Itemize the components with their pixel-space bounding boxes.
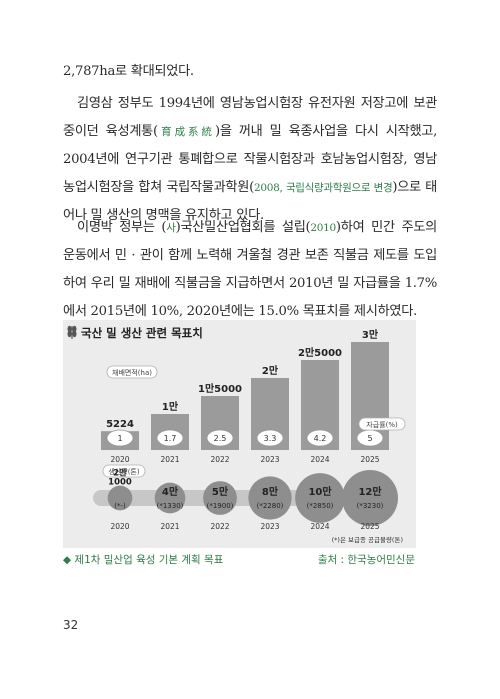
para3-text-c: )하여 민간 주도의 운동에서 민 · 관이 함께 노력해 겨울철 경관 보존 … [63, 220, 437, 319]
production-bubble-2020 [107, 485, 133, 511]
ratio-value-2020: 1 [117, 434, 122, 443]
production-bubble-2023 [248, 476, 292, 520]
production-value-2022: 5만 [212, 485, 229, 498]
x-tick-bottom-2025: 2025 [360, 522, 379, 531]
x-tick-2025: 2025 [360, 455, 379, 464]
text-line1: 2,787ha로 확대되었다. [63, 64, 194, 79]
ratio-value-2024: 4.2 [314, 434, 327, 443]
figure-source: 출처 : 한국농어민신문 [317, 554, 415, 566]
para2-highlight-1: 育成系統 [157, 126, 215, 138]
supply-value-2020: (*-) [114, 502, 126, 510]
para3-text-b: )국산밀산업협회를 설립( [175, 220, 311, 235]
production-value-2025: 12만 [358, 485, 382, 498]
para3-highlight-1: 사 [166, 222, 176, 234]
ratio-bubble-2023 [256, 429, 284, 447]
bar-label-2025: 3만 [362, 328, 379, 341]
production-bubble-2025 [342, 470, 398, 526]
wheat-target-chart: 국산 밀 생산 관련 목표치 재배면적(ha) 5224 1 2020 1만 1.7 202… [67, 325, 406, 544]
x-tick-bottom-2024: 2024 [310, 522, 329, 531]
bar-label-2021: 1만 [162, 400, 179, 413]
x-tick-2023: 2023 [260, 455, 279, 464]
paragraph-2: 김영삼 정부도 1994년에 영남농업시험장 유전자원 저장고에 보관 중이던 … [63, 90, 437, 230]
paragraph-3: 이명박 정부는 (사)국산밀산업협회를 설립(2010)하여 민간 주도의 운동… [63, 214, 437, 326]
production-label-pill [102, 464, 146, 478]
ratio-value-2025: 5 [367, 434, 372, 443]
x-tick-bottom-2021: 2021 [160, 522, 179, 531]
ratio-value-2021: 1.7 [164, 434, 177, 443]
ratio-value-2022: 2.5 [214, 434, 227, 443]
production-bubble-2022 [203, 481, 237, 515]
supply-value-2024: (*2850) [307, 502, 334, 510]
page-number: 32 [63, 618, 79, 632]
para3-highlight-2: 2010 [310, 222, 336, 234]
production-value-2024: 10만 [308, 485, 332, 498]
production-value-2021: 4만 [162, 485, 179, 498]
ratio-bubble-2024 [306, 429, 334, 447]
production-label: 생산량(톤) [108, 467, 139, 476]
x-tick-2021: 2021 [160, 455, 179, 464]
ratio-bubble-2020 [106, 429, 134, 447]
paragraph-line1: 2,787ha로 확대되었다. [63, 58, 437, 86]
ratio-legend-label: 자급률(%) [366, 420, 398, 429]
bar-label-2023: 2만 [262, 364, 279, 377]
para2-text-b: )을 꺼내 밀 육종사업을 다시 시작했고, 2004년에 연구기관 통폐합으로… [63, 124, 437, 195]
para2-text-a: 김영삼 정부도 1994년에 영남농업시험장 유전자원 저장고에 보관 중이던 … [63, 96, 437, 139]
bar-label-2022: 1만5000 [198, 382, 242, 395]
figure-title: 국산 밀 생산 관련 목표치 [81, 326, 203, 340]
y-axis-label: 재배면적(ha) [112, 368, 152, 377]
figure-caption: ◆ 제1차 밀산업 육성 기본 계획 목표 [63, 554, 224, 566]
x-tick-bottom-2022: 2022 [210, 522, 229, 531]
wheat-target-figure: 국산 밀 생산 관련 목표치 재배면적(ha) 5224 1 2020 1만 1.7 202… [63, 320, 416, 548]
ratio-value-2023: 3.3 [264, 434, 277, 443]
para2-highlight-2: 2008, 국립식량과학원으로 변경 [253, 182, 393, 194]
x-tick-2022: 2022 [210, 455, 229, 464]
supply-value-2022: (*1900) [207, 502, 234, 510]
ratio-legend-pill [358, 417, 406, 431]
bar-label-2020: 5224 [106, 419, 134, 430]
area-label-pill [106, 365, 158, 379]
supply-value-2021: (*1330) [157, 502, 184, 510]
x-tick-bottom-2023: 2023 [260, 522, 279, 531]
production-bubble-2024 [295, 473, 345, 523]
supply-note: (*)은 보급종 공급물량(톤) [332, 536, 403, 544]
production-value-2020-1: 1000 [108, 478, 132, 488]
production-value-2023: 8만 [262, 485, 279, 498]
production-bubble-2021 [154, 482, 186, 514]
x-tick-bottom-2020: 2020 [110, 522, 129, 531]
ratio-bubble-2021 [156, 429, 184, 447]
x-tick-2020: 2020 [110, 455, 129, 464]
production-value-2020: 2만 [113, 468, 127, 479]
ratio-bubble-2022 [206, 429, 234, 447]
para3-text-a: 이명박 정부는 ( [77, 220, 167, 235]
bar-label-2024: 2만5000 [298, 346, 342, 359]
supply-value-2025: (*3230) [357, 502, 384, 510]
wheat-icon [67, 325, 77, 339]
para2-text-c: )으로 태어나 밀 생산의 명맥을 유지하고 있다. [63, 180, 437, 223]
supply-value-2023: (*2280) [257, 502, 284, 510]
x-tick-2024: 2024 [310, 455, 329, 464]
